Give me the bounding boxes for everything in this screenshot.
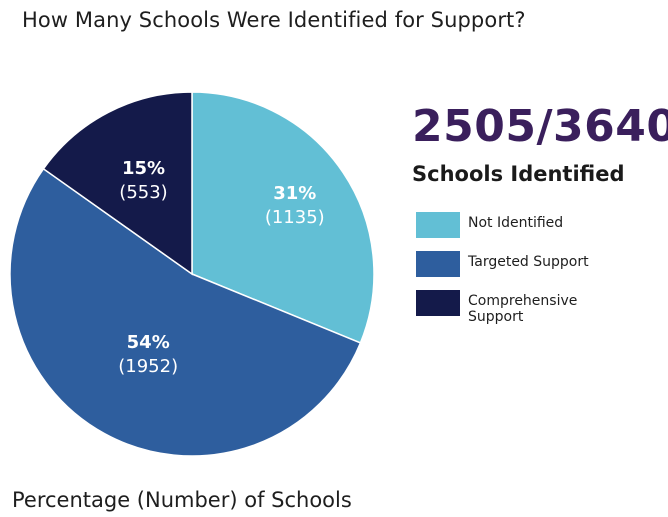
chart-footer: Percentage (Number) of Schools bbox=[12, 488, 352, 512]
legend-item-not-identified: Not Identified bbox=[416, 212, 608, 238]
legend: Not Identified Targeted Support Comprehe… bbox=[416, 212, 608, 338]
pie-slices bbox=[9, 91, 375, 457]
legend-label: Comprehensive Support bbox=[468, 293, 578, 325]
chart-title: How Many Schools Were Identified for Sup… bbox=[22, 8, 526, 32]
slice-percent-label: 15% bbox=[122, 158, 165, 179]
schools-identified-count: 2505/3640 bbox=[412, 101, 668, 152]
legend-label: Not Identified bbox=[468, 215, 564, 231]
pie-slice-comprehensive-support bbox=[42, 91, 193, 276]
legend-item-comprehensive-support: Comprehensive Support bbox=[416, 290, 608, 325]
pie-slice-targeted-support bbox=[9, 167, 362, 457]
slice-count-label: (553) bbox=[119, 182, 167, 203]
slice-count-label: (1135) bbox=[265, 207, 325, 228]
legend-swatch bbox=[416, 290, 460, 316]
slice-percent-label: 31% bbox=[273, 183, 316, 204]
slice-percent-label: 54% bbox=[127, 332, 170, 353]
slice-count-label: (1952) bbox=[118, 356, 178, 377]
schools-identified-label: Schools Identified bbox=[412, 162, 625, 186]
pie-slice-not-identified bbox=[191, 91, 375, 344]
legend-item-targeted-support: Targeted Support bbox=[416, 251, 608, 277]
pie-labels: 31% (1135) 54% (1952) 15% (553) bbox=[118, 158, 324, 377]
legend-label: Targeted Support bbox=[468, 254, 589, 270]
legend-swatch bbox=[416, 212, 460, 238]
legend-swatch bbox=[416, 251, 460, 277]
